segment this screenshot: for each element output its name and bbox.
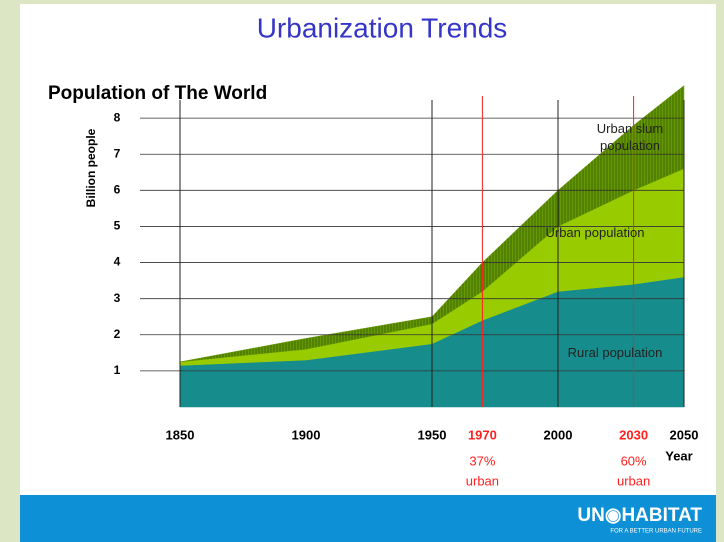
y-tick-label: 7: [114, 146, 121, 160]
chart-title: Urbanization Trends: [257, 12, 508, 43]
y-tick-label: 3: [114, 291, 121, 305]
x-tick-label: 1970: [468, 427, 497, 442]
annotation: urban: [466, 473, 499, 488]
annotation: 37%: [469, 453, 495, 468]
x-tick-label: 2000: [544, 427, 573, 442]
logo-tagline: FOR A BETTER URBAN FUTURE: [610, 529, 702, 535]
x-tick-label: 2050: [670, 427, 699, 442]
x-tick-label: 1900: [292, 427, 321, 442]
y-tick-label: 5: [114, 219, 121, 233]
annotation: 60%: [621, 453, 647, 468]
logo: UN◉HABITAT: [577, 505, 702, 526]
area-label: Urban slum population: [596, 121, 664, 153]
x-tick-label: 1950: [418, 427, 447, 442]
y-axis-label: Billion people: [84, 128, 98, 207]
x-axis-label: Year: [665, 448, 692, 463]
area-label: Urban population: [545, 225, 645, 240]
footer-band: [20, 495, 716, 542]
y-tick-label: 8: [114, 110, 121, 124]
x-tick-label: 2030: [619, 427, 648, 442]
annotation: urban: [617, 473, 650, 488]
chart-subtitle: Population of The World: [48, 83, 267, 104]
area-label: Rural population: [567, 345, 663, 360]
y-tick-label: 1: [114, 363, 121, 377]
y-tick-label: 4: [114, 255, 121, 269]
y-tick-label: 2: [114, 327, 121, 341]
y-tick-label: 6: [114, 183, 121, 197]
x-tick-label: 1850: [166, 427, 195, 442]
